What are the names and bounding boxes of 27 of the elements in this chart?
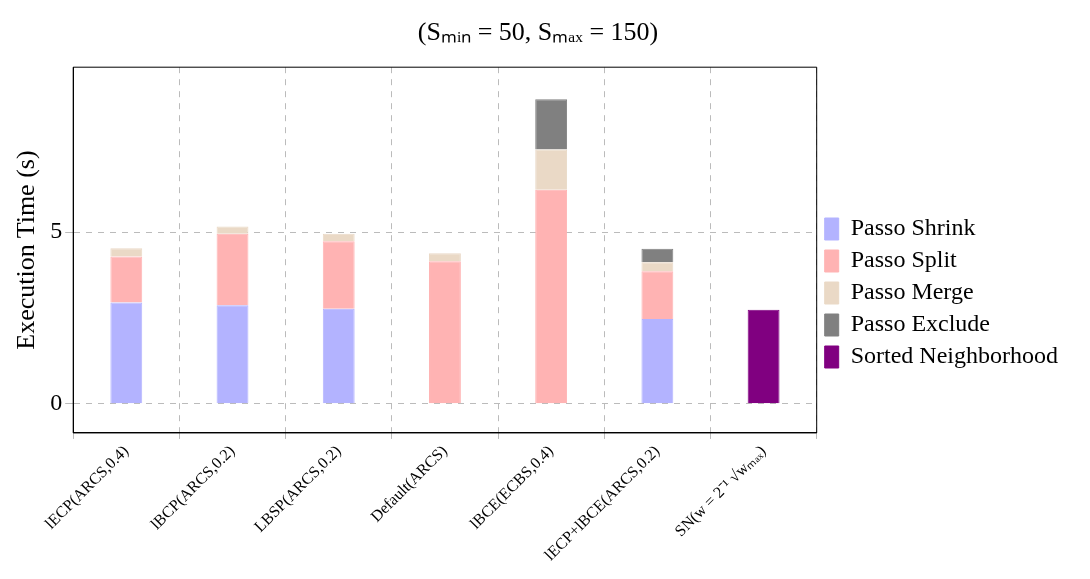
bar — [216, 305, 249, 404]
bar — [641, 271, 674, 319]
legend-label: Sorted Neighborhood — [850, 342, 1059, 369]
legend-label: Passo Shrink — [850, 214, 976, 241]
bar — [535, 149, 568, 190]
bar — [216, 233, 249, 306]
bar — [429, 261, 461, 404]
y-tick-label: 5 — [50, 217, 63, 244]
bar — [110, 256, 143, 303]
bar — [641, 262, 674, 272]
bar — [641, 318, 674, 404]
y-tick-label: 0 — [50, 389, 63, 416]
legend-label: Passo Merge — [850, 278, 974, 305]
bar — [641, 248, 674, 263]
legend-label: Passo Split — [850, 246, 958, 273]
bar — [322, 241, 355, 309]
chart-title: (Sₘᵢₙ = 50, Sₘₐₓ = 150) — [417, 17, 659, 47]
bar — [322, 308, 355, 404]
y-axis-title: Execution Time (s) — [11, 150, 41, 350]
bar — [110, 248, 143, 257]
bar — [322, 233, 355, 242]
bar — [429, 253, 461, 262]
legend-label: Passo Exclude — [850, 310, 991, 337]
bar — [535, 189, 568, 404]
bar — [535, 99, 568, 150]
bar — [110, 302, 143, 404]
bar — [747, 309, 780, 404]
